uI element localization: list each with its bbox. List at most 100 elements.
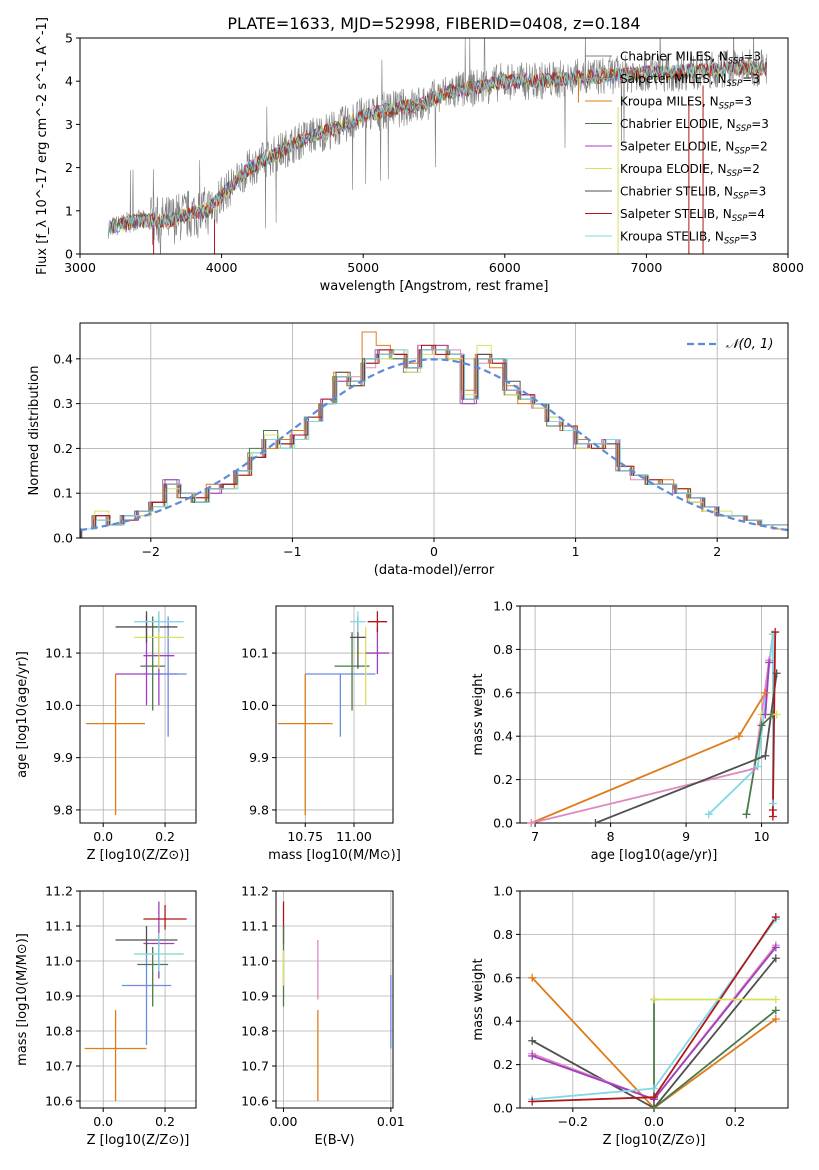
y-tick-label: 0.6 [493, 970, 513, 985]
y-tick-label: 0.4 [493, 729, 513, 744]
y-tick-label: 10.6 [45, 1094, 73, 1109]
y-tick-label: 0.8 [493, 642, 513, 657]
y-tick-label: 1.0 [493, 884, 513, 899]
y-tick-label: 10.8 [241, 1024, 269, 1039]
legend-label: Chabrier ELODIE, NSSP=3 [620, 117, 769, 134]
x-tick-label: 3000 [64, 260, 96, 275]
x-axis-label: Z [log10(Z/Z⊙)] [87, 848, 190, 863]
x-tick-label: 0.2 [155, 829, 175, 844]
legend-label: Salpeter STELIB, NSSP=4 [620, 207, 765, 224]
weight-marker [772, 669, 781, 678]
weight-marker [704, 810, 713, 819]
y-tick-label: 10.9 [45, 989, 73, 1004]
y-tick-label: 10.9 [241, 989, 269, 1004]
weight-marker [591, 819, 600, 827]
chart-age_vs_Z: 0.0 0.2 9.8 9.9 10.0 10.1 Z [log10(Z/Z⊙)] age [… [15, 605, 197, 863]
y-tick-label: 0 [65, 247, 73, 262]
y-tick-label: 10.0 [45, 698, 73, 713]
y-tick-label: 10.1 [45, 646, 73, 661]
y-tick-label: 0.0 [493, 816, 513, 831]
axes-frame [79, 890, 197, 1109]
y-tick-label: 2 [65, 160, 73, 175]
y-tick-label: 0.4 [53, 351, 73, 366]
y-tick-label: 11.0 [45, 954, 73, 969]
x-tick-label: −0.2 [558, 1114, 588, 1129]
x-tick-label: 0.0 [93, 829, 113, 844]
x-tick-label: 8 [607, 829, 615, 844]
y-tick-label: 11.1 [45, 919, 73, 934]
normal-curve [80, 358, 788, 532]
weight-marker [768, 805, 777, 814]
axes-frame [79, 605, 197, 824]
histogram-series-1 [80, 344, 787, 530]
axes-frame [275, 605, 394, 824]
weight-marker [757, 721, 766, 730]
x-tick-label: 2 [713, 544, 721, 559]
weight-marker [761, 751, 770, 760]
plot-area [80, 606, 196, 823]
chart-weight_vs_Z: −0.2 0.0 0.2 0.0 0.2 0.4 0.6 0.8 1.0 Z [log10(Z/Z… [471, 884, 789, 1148]
weight-marker [771, 943, 780, 952]
y-tick-label: 11.2 [45, 884, 73, 899]
chart-weight_vs_age: 7 8 9 10 0.0 0.2 0.4 0.6 0.8 1.0 age [log10(age/yr… [471, 599, 789, 863]
spectrum-model-line [107, 60, 767, 236]
x-tick-label: 11.00 [336, 829, 372, 844]
weight-marker [650, 995, 658, 1004]
weight-line-2 [531, 660, 770, 823]
x-tick-label: 9 [682, 829, 690, 844]
x-tick-label: 7000 [630, 260, 662, 275]
x-tick-label: 0.2 [155, 1114, 175, 1129]
weight-line-1 [531, 957, 777, 1108]
x-axis-label: age [log10(age/yr)] [591, 848, 718, 863]
spectrum-model-line [107, 60, 767, 236]
x-tick-label: 0.0 [93, 1114, 113, 1129]
weight-line-0 [530, 634, 774, 823]
histogram-series-7 [81, 344, 788, 538]
y-tick-label: 10.7 [241, 1059, 269, 1074]
x-axis-label: mass [log10(M/M⊙)] [268, 848, 401, 863]
weight-line-7 [764, 662, 770, 715]
weight-marker [650, 1104, 658, 1112]
y-tick-label: 0.0 [53, 531, 73, 546]
y-tick-label: 1.0 [493, 599, 513, 614]
histogram-series-8 [81, 349, 788, 538]
weight-marker [528, 1051, 537, 1060]
weight-marker [742, 810, 751, 819]
y-axis-label: mass weight [471, 958, 486, 1040]
x-tick-label: 8000 [772, 260, 804, 275]
axes-frame [275, 890, 394, 1109]
y-tick-label: 10.6 [241, 1094, 269, 1109]
y-tick-label: 0.3 [53, 396, 73, 411]
chart-age_vs_mass: 10.75 11.00 9.8 9.9 10.0 10.1 mass [log10(M/M⊙… [241, 605, 401, 863]
x-tick-label: 0.00 [270, 1114, 298, 1129]
x-axis-label: wavelength [Angstrom, rest frame] [320, 279, 549, 294]
y-tick-label: 0.2 [53, 441, 73, 456]
legend-label: Kroupa MILES, NSSP=3 [620, 95, 752, 112]
histogram-series-3 [80, 349, 788, 530]
legend-label: Chabrier MILES, NSSP=3 [620, 50, 761, 67]
weight-marker [650, 1093, 658, 1102]
y-tick-label: 10.7 [45, 1059, 73, 1074]
legend-label: Chabrier STELIB, NSSP=3 [620, 185, 766, 202]
x-axis-label: E(B-V) [314, 1133, 354, 1148]
x-tick-label: 10 [754, 829, 770, 844]
y-tick-label: 4 [65, 74, 73, 89]
y-axis-label: mass weight [471, 673, 486, 755]
weight-marker [528, 1097, 537, 1106]
weight-marker [761, 688, 770, 697]
x-tick-label: 0.0 [644, 1114, 664, 1129]
x-axis-label: (data-model)/error [374, 563, 495, 578]
axes-frame [79, 322, 789, 539]
plot-area [520, 606, 788, 823]
histogram-series-6 [80, 349, 788, 538]
chart-residual_hist: −2 −1 0 1 2 0.0 0.1 0.2 0.3 0.4 (data-model)/error… [27, 322, 789, 578]
y-tick-label: 1 [65, 203, 73, 218]
y-tick-label: 11.0 [241, 954, 269, 969]
weight-marker [771, 1006, 780, 1015]
weight-marker [772, 710, 781, 719]
y-axis-label: Normed distribution [27, 366, 42, 496]
x-tick-label: 1 [572, 544, 580, 559]
x-axis-label: Z [log10(Z/Z⊙)] [87, 1133, 190, 1148]
chart-spectrum: 3000 4000 5000 6000 7000 8000 0 1 2 3 4 5 wavelength… [35, 17, 804, 294]
x-tick-label: 0.01 [377, 1114, 405, 1129]
